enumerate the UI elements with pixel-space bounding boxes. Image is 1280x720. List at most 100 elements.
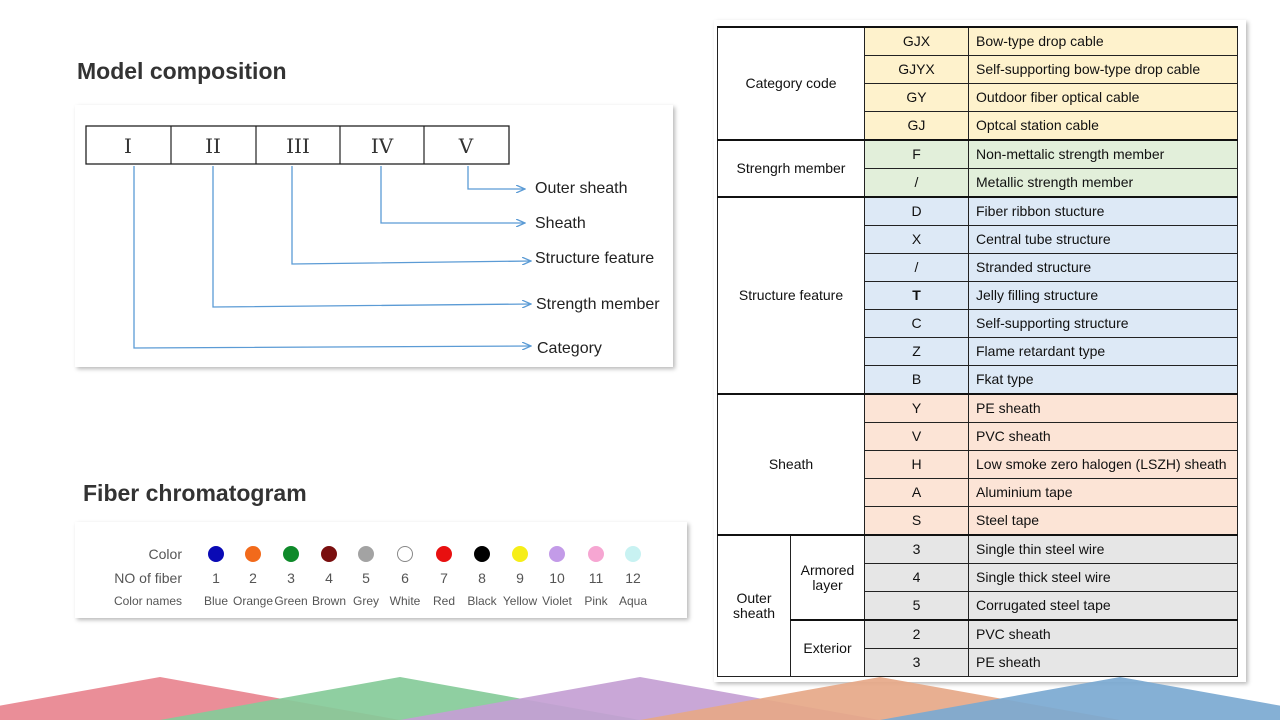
fiber-color-name: Grey (352, 594, 379, 608)
table-row: Z Flame retardant type (718, 337, 1238, 366)
fiber-color-dot (245, 546, 261, 562)
table-row: GY Outdoor fiber optical cable (718, 83, 1238, 112)
label-outer-sheath: Outer sheath (535, 180, 628, 197)
fiber-color-dot (588, 546, 604, 562)
cable-code-table: Category code GJX Bow-type drop cable GJYX S… (717, 26, 1238, 677)
code-cell: / (864, 253, 969, 282)
code-cell: / (864, 168, 969, 198)
exterior-label: Exterior (790, 619, 865, 677)
description-cell: Flame retardant type (968, 337, 1238, 366)
table-row: A Aluminium tape (718, 478, 1238, 507)
description-cell: Fiber ribbon stucture (968, 196, 1238, 226)
fiber-color-dot (358, 546, 374, 562)
position-box (85, 125, 510, 165)
number-row-label: NO of fiber (114, 570, 182, 586)
code-cell: GJX (864, 26, 969, 56)
description-cell: Aluminium tape (968, 478, 1238, 507)
table-row: GJ Optcal station cable (718, 111, 1238, 141)
strength-member-label: Strengrh member (717, 139, 865, 198)
fiber-color-dot (512, 546, 528, 562)
table-row: S Steel tape (718, 506, 1238, 536)
fiber-color-name: Violet (542, 594, 572, 608)
fiber-color-name: White (389, 594, 421, 608)
description-cell: Optcal station cable (968, 111, 1238, 141)
code-cell: Y (864, 393, 969, 423)
table-row: Outer sheath Armored layer 3 Single thin stee… (717, 534, 1238, 677)
table-row: Sheath Y PE sheath (717, 393, 1238, 536)
decorative-triangles (0, 677, 1280, 720)
code-cell: B (864, 365, 969, 395)
fiber-number: 11 (588, 570, 604, 586)
fiber-number: 8 (478, 570, 486, 586)
decorative-triangle (880, 677, 1280, 720)
table-row: T Jelly filling structure (718, 281, 1238, 310)
code-cell: 3 (864, 648, 969, 677)
description-cell: Single thin steel wire (968, 534, 1238, 564)
fiber-color-dot (208, 546, 224, 562)
description-cell: PVC sheath (968, 619, 1238, 649)
code-cell: 5 (864, 591, 969, 621)
description-cell: Central tube structure (968, 225, 1238, 254)
code-cell: GY (864, 83, 969, 112)
description-cell: Low smoke zero halogen (LSZH) sheath (968, 450, 1238, 479)
fiber-color-name: Orange (233, 594, 274, 608)
fiber-color-dot (283, 546, 299, 562)
fiber-color-dot (436, 546, 452, 562)
code-cell: C (864, 309, 969, 338)
description-cell: Outdoor fiber optical cable (968, 83, 1238, 112)
sheath-label: Sheath (717, 393, 865, 536)
code-cell: V (864, 422, 969, 451)
table-row: 4 Single thick steel wire (718, 563, 1238, 592)
fiber-chromatogram-panel: Color NO of fiber Color names 1 Blue 2 Oran… (75, 522, 687, 618)
description-cell: Self-supporting bow-type drop cable (968, 55, 1238, 84)
fiber-color-name: Pink (584, 594, 608, 608)
names-row-label: Color names (113, 594, 182, 608)
code-cell: F (864, 139, 969, 169)
code-cell: Z (864, 337, 969, 366)
code-cell: D (864, 196, 969, 226)
label-sheath: Sheath (535, 215, 586, 232)
label-category: Category (537, 340, 602, 357)
label-structure-feature: Structure feature (535, 250, 654, 267)
table-row: Strengrh member F Non-mettalic strength me… (717, 139, 1238, 198)
position-iii: III (286, 134, 310, 158)
table-row: 3 PE sheath (718, 648, 1238, 677)
model-composition-diagram: I II III IV V Outer sheath Sheath Struct… (75, 105, 673, 367)
code-cell: 4 (864, 563, 969, 592)
outer-sheath-label: Outer sheath (717, 534, 791, 677)
code-cell: 2 (864, 619, 969, 649)
description-cell: Stranded structure (968, 253, 1238, 282)
label-strength-member: Strength member (536, 296, 660, 313)
description-cell: Single thick steel wire (968, 563, 1238, 592)
description-cell: Jelly filling structure (968, 281, 1238, 310)
fiber-chromatogram-title: Fiber chromatogram (83, 480, 307, 506)
table-row: GJYX Self-supporting bow-type drop cable (718, 55, 1238, 84)
fiber-number: 12 (625, 570, 641, 586)
fiber-number: 4 (325, 570, 333, 586)
table-row: Category code GJX Bow-type drop cable (717, 26, 1238, 141)
fiber-color-name: Brown (311, 594, 346, 608)
code-table-panel: Category code GJX Bow-type drop cable GJYX S… (714, 20, 1246, 682)
table-row: Structure feature D Fiber ribbon stucture (717, 196, 1238, 395)
description-cell: Self-supporting structure (968, 309, 1238, 338)
fiber-color-name: Blue (203, 594, 229, 608)
code-cell: T (864, 281, 969, 310)
table-row: C Self-supporting structure (718, 309, 1238, 338)
code-cell: 3 (864, 534, 969, 564)
fiber-color-name: Yellow (502, 594, 538, 608)
armored-layer-label: Armored layer (790, 534, 865, 621)
code-cell: GJYX (864, 55, 969, 84)
fiber-color-name: Aqua (618, 594, 648, 608)
table-row: / Metallic strength member (718, 168, 1238, 198)
description-cell: Steel tape (968, 506, 1238, 536)
fiber-color-name: Black (467, 594, 497, 608)
code-cell: H (864, 450, 969, 479)
fiber-color-dot (549, 546, 565, 562)
armored-label-line2: layer (812, 576, 843, 593)
description-cell: PE sheath (968, 393, 1238, 423)
fiber-color-dot (474, 546, 490, 562)
model-composition-svg: I II III IV V Outer sheath Sheath Struct… (85, 125, 660, 357)
position-i: I (124, 134, 132, 158)
code-cell: GJ (864, 111, 969, 141)
fiber-color-name: Red (432, 594, 455, 608)
